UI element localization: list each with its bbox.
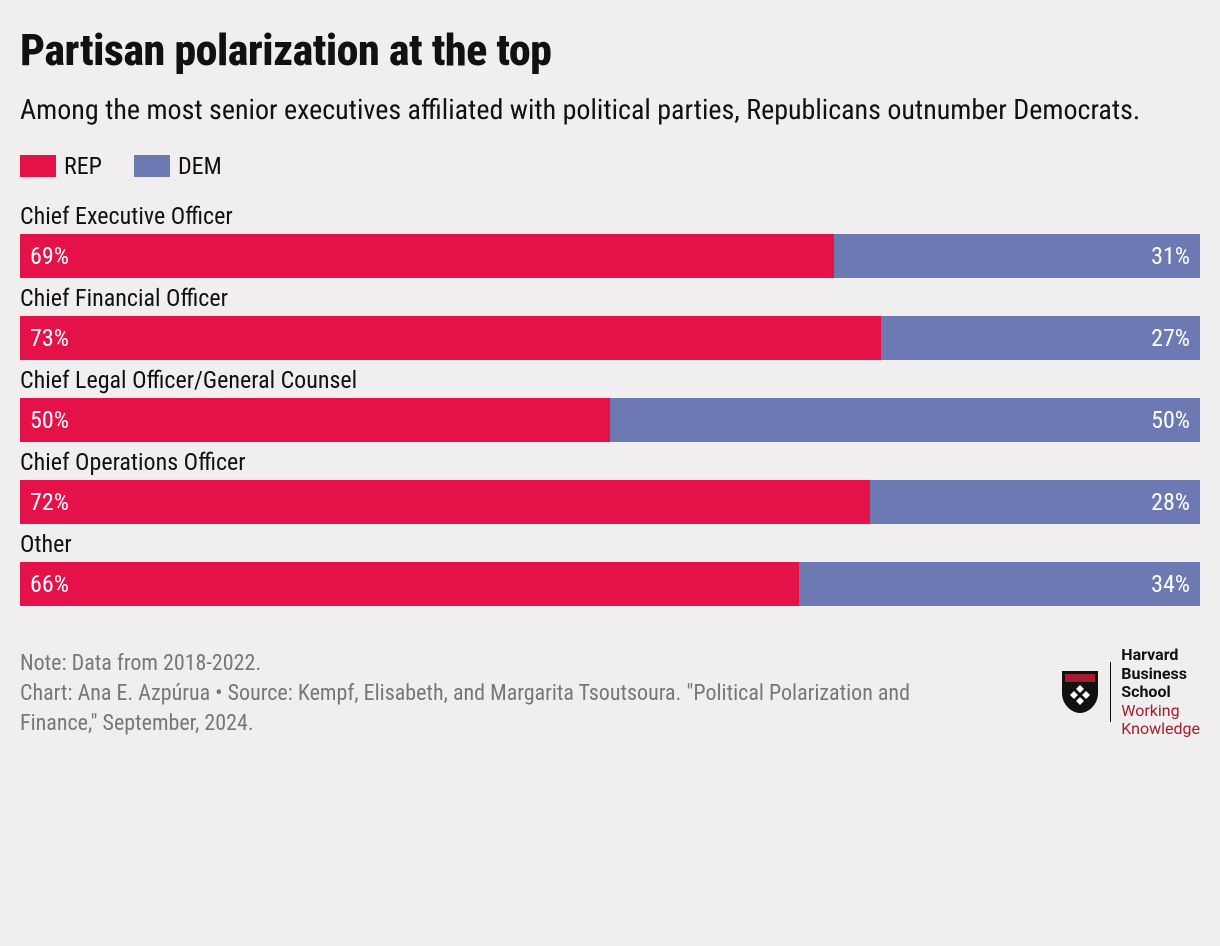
logo-divider [1110,662,1111,722]
logo-line-3: School [1121,683,1200,701]
legend-label-dem: DEM [178,152,222,180]
bar: 72%28% [20,480,1200,524]
chart-title: Partisan polarization at the top [20,24,1200,76]
row-label: Chief Financial Officer [20,284,1200,312]
bar-segment-dem: 28% [870,480,1200,524]
chart-subtitle: Among the most senior executives affilia… [20,92,1200,128]
logo-line-4: Working [1121,702,1200,720]
footer-note: Note: Data from 2018-2022. [20,649,980,679]
bar-segment-rep: 69% [20,234,834,278]
footer-logo: Harvard Business School Working Knowledg… [1060,646,1200,738]
legend-swatch-dem [134,155,170,177]
bar: 69%31% [20,234,1200,278]
logo-line-1: Harvard [1121,646,1200,664]
bar-segment-rep: 66% [20,562,799,606]
bar-segment-rep: 50% [20,398,610,442]
bar-segment-dem: 34% [799,562,1200,606]
chart-row: Chief Operations Officer 72%28% [20,448,1200,524]
legend-swatch-rep [20,155,56,177]
chart-row: Other 66%34% [20,530,1200,606]
legend-item-dem: DEM [134,152,222,180]
bar-segment-dem: 27% [881,316,1200,360]
stacked-bar-chart: Chief Executive Officer 69%31% Chief Finan… [20,202,1200,606]
footer-text: Note: Data from 2018-2022. Chart: Ana E.… [20,649,980,738]
logo-line-5: Knowledge [1121,720,1200,738]
row-label: Chief Executive Officer [20,202,1200,230]
row-label: Chief Legal Officer/General Counsel [20,366,1200,394]
legend-item-rep: REP [20,152,102,180]
shield-icon [1060,669,1100,715]
bar-segment-rep: 73% [20,316,881,360]
bar-segment-dem: 31% [834,234,1200,278]
legend: REP DEM [20,152,1200,180]
bar-segment-dem: 50% [610,398,1200,442]
bar: 66%34% [20,562,1200,606]
legend-label-rep: REP [64,152,102,180]
chart-footer: Note: Data from 2018-2022. Chart: Ana E.… [20,646,1200,738]
chart-row: Chief Financial Officer 73%27% [20,284,1200,360]
chart-row: Chief Legal Officer/General Counsel 50%50… [20,366,1200,442]
bar: 73%27% [20,316,1200,360]
logo-text: Harvard Business School Working Knowledg… [1121,646,1200,738]
footer-credit: Chart: Ana E. Azpúrua • Source: Kempf, E… [20,679,980,738]
bar-segment-rep: 72% [20,480,870,524]
bar: 50%50% [20,398,1200,442]
logo-line-2: Business [1121,665,1200,683]
chart-row: Chief Executive Officer 69%31% [20,202,1200,278]
row-label: Other [20,530,1200,558]
row-label: Chief Operations Officer [20,448,1200,476]
